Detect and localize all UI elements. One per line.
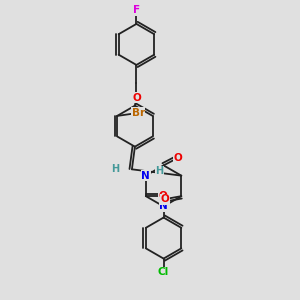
Text: O: O bbox=[174, 153, 182, 163]
Text: O: O bbox=[158, 191, 167, 201]
Text: Cl: Cl bbox=[158, 267, 169, 277]
Text: N: N bbox=[159, 201, 168, 212]
Text: O: O bbox=[132, 92, 141, 103]
Text: F: F bbox=[133, 5, 140, 15]
Text: H: H bbox=[111, 164, 119, 174]
Text: O: O bbox=[160, 194, 169, 204]
Text: Br: Br bbox=[132, 108, 145, 118]
Text: N: N bbox=[141, 171, 150, 181]
Text: H: H bbox=[155, 166, 164, 176]
